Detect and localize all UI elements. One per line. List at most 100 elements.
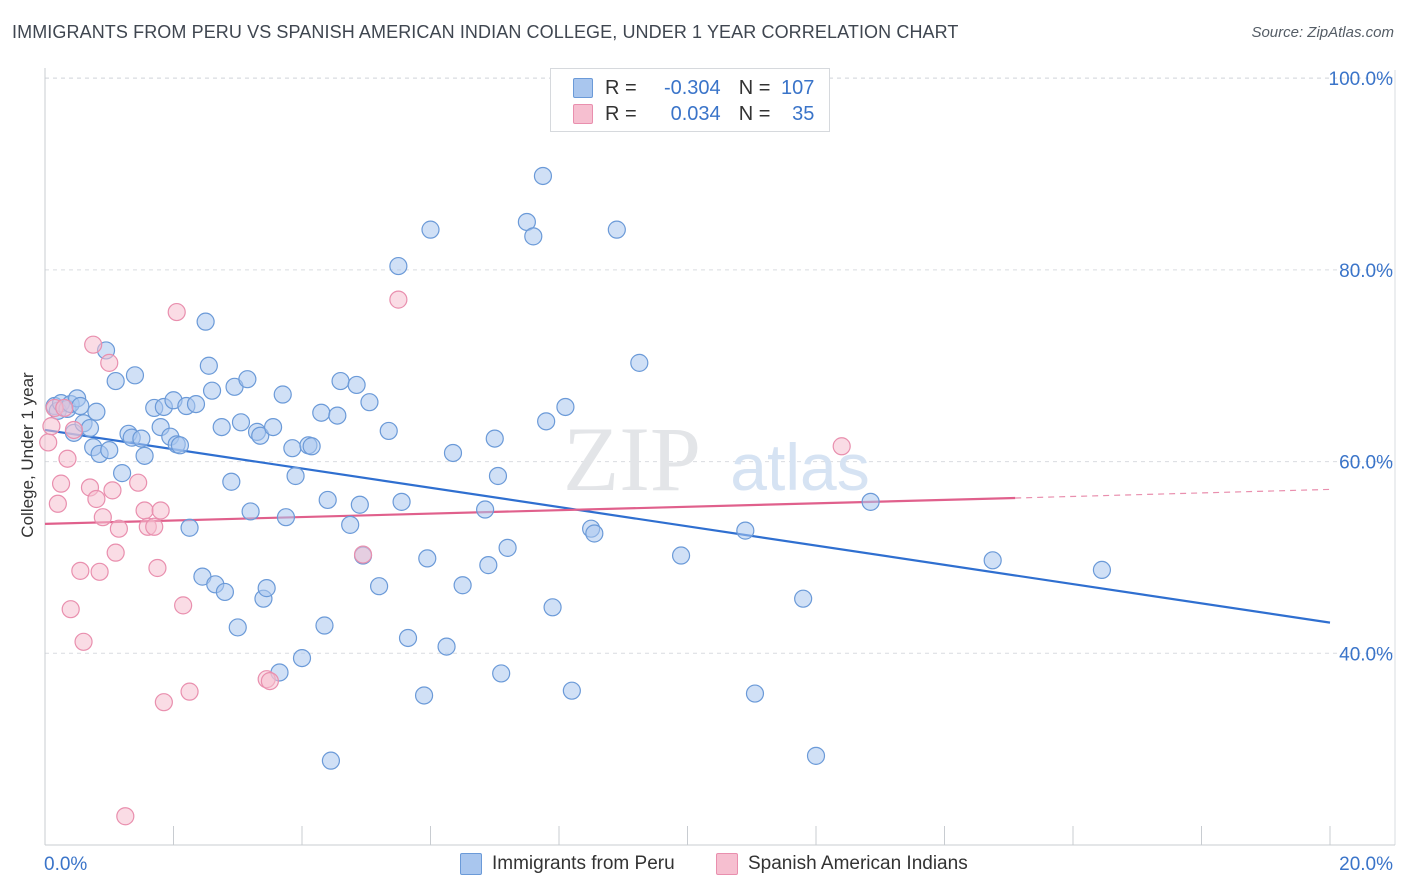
peru-point [222, 472, 241, 491]
watermark: ZIP atlas [563, 408, 870, 510]
peru-point [370, 577, 389, 596]
legend-row-spanish-american-indians: R = 0.034 N = 35 [573, 103, 814, 125]
legend-n-label: N = [738, 76, 771, 99]
peru-point [263, 417, 283, 437]
spanish-american-indian-point [87, 489, 106, 509]
peru-point [983, 551, 1002, 570]
peru-point [671, 546, 691, 565]
peru-point [861, 492, 880, 511]
peru-point [112, 464, 132, 483]
y-tick-label: 60.0% [1339, 453, 1393, 474]
peru-point [132, 429, 151, 448]
bottom-legend-swatch-pink [716, 853, 738, 875]
axes [44, 68, 1396, 846]
legend-row-peru: R = -0.304 N = 107 [573, 77, 814, 99]
peru-point [347, 375, 366, 395]
spanish-american-indian-point [148, 558, 167, 578]
spanish-american-indian-point [353, 545, 373, 564]
spanish-american-indian-point [100, 353, 119, 372]
peru-trend-line [44, 428, 1331, 624]
peru-point [100, 440, 119, 460]
legend-n-value: 107 [781, 76, 815, 99]
y-tick-label: 40.0% [1339, 644, 1393, 665]
y-tick-label: 100.0% [1329, 69, 1394, 90]
spanish-american-indian-point [167, 302, 186, 322]
legend-r-value: 0.034 [670, 102, 721, 125]
peru-point [80, 418, 100, 438]
chart-title: IMMIGRANTS FROM PERU VS SPANISH AMERICAN… [12, 22, 959, 42]
spanish-american-indian-point [129, 473, 148, 492]
peru-point [533, 166, 553, 186]
peru-point [437, 637, 456, 656]
spanish-american-indian-point [109, 519, 128, 538]
peru-point [360, 393, 379, 412]
source-label: Source: ZipAtlas.com [1251, 24, 1394, 41]
correlation-legend: R = -0.304 N = 107 R = 0.034 N = 35 [550, 68, 830, 132]
peru-point [202, 381, 222, 400]
bottom-legend-label: Immigrants from Peru [492, 853, 675, 874]
peru-point [443, 443, 463, 463]
peru-point [453, 576, 472, 595]
peru-point [238, 370, 257, 389]
spanish-american-indian-point [71, 561, 90, 580]
spanish-american-indian-point [389, 290, 408, 309]
peru-point [302, 437, 321, 456]
peru-point [485, 429, 504, 448]
peru-point [231, 413, 251, 432]
spanish-american-indian-point [174, 596, 193, 615]
gridlines [45, 77, 1395, 654]
peru-point [286, 466, 305, 486]
spanish-american-indian-point [39, 433, 58, 452]
spanish-american-indian-trend-extension [1015, 488, 1331, 499]
spanish-american-indian-point [180, 682, 199, 701]
peru-point [215, 582, 234, 602]
peru-point [1092, 560, 1112, 580]
spanish-american-indian-point [74, 632, 93, 651]
peru-point [524, 227, 543, 246]
peru-point [331, 371, 350, 391]
legend-r-value: -0.304 [663, 76, 721, 99]
peru-point [318, 490, 337, 510]
spanish-american-indian-point [260, 671, 279, 691]
spanish-american-indian-point [48, 494, 67, 513]
peru-point [476, 500, 495, 519]
spanish-american-indian-point [103, 481, 122, 500]
data-points [39, 166, 1112, 826]
spanish-american-indian-trend-line [44, 496, 1016, 526]
legend-n-label: N = [738, 102, 771, 125]
peru-point [806, 746, 826, 765]
legend-r-label: R = [605, 76, 637, 99]
peru-point [87, 402, 106, 421]
peru-point [283, 439, 302, 458]
spanish-american-indian-point [58, 449, 77, 468]
legend-swatch-blue [573, 78, 593, 98]
peru-point [736, 521, 755, 540]
spanish-american-indian-point [84, 335, 103, 354]
spanish-american-indian-point [135, 501, 154, 520]
peru-point [630, 353, 649, 372]
peru-point [488, 466, 508, 486]
peru-point [392, 492, 411, 511]
y-tick-labels: 40.0% 60.0% 80.0% 100.0% [1329, 69, 1394, 665]
peru-point [398, 628, 418, 648]
y-tick-label: 80.0% [1339, 261, 1393, 282]
spanish-american-indian-point [151, 501, 170, 520]
spanish-american-indian-point [154, 693, 173, 712]
x-tick-label: 20.0% [1339, 854, 1393, 875]
peru-point [585, 524, 604, 543]
trend-lines [44, 428, 1331, 624]
bottom-legend-spanish-american-indians: Spanish American Indians [716, 852, 968, 876]
peru-point [794, 589, 813, 608]
legend-n-value: 35 [792, 102, 815, 125]
peru-point [607, 220, 626, 239]
spanish-american-indian-point [116, 807, 135, 826]
peru-point [562, 681, 581, 700]
peru-point [341, 515, 360, 534]
x-tick-labels: 0.0% 20.0% [44, 854, 1393, 875]
peru-point [328, 406, 347, 425]
peru-point [418, 549, 437, 568]
x-tick-label: 0.0% [44, 854, 87, 875]
peru-point [125, 366, 145, 385]
spanish-american-indian-point [832, 437, 851, 456]
peru-point [745, 684, 765, 703]
